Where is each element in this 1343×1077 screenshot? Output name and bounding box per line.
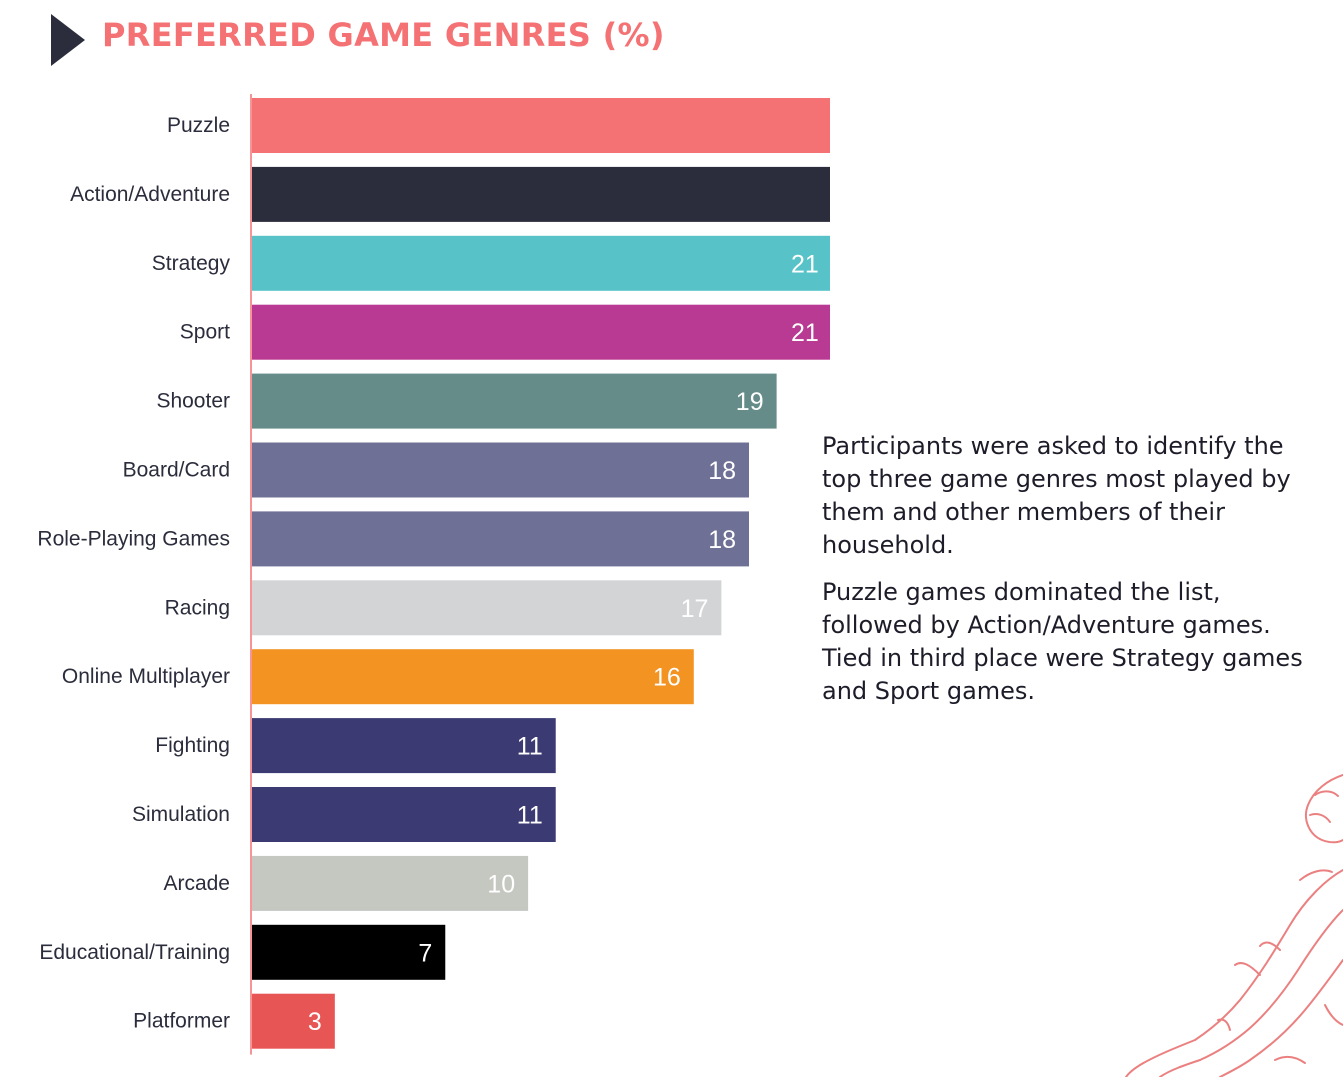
bar-2 [252,235,830,291]
value-label: 17 [681,595,709,623]
value-label: 18 [708,457,736,485]
value-label: 10 [487,870,515,898]
value-label: 11 [517,802,543,830]
category-label: Puzzle [167,114,230,137]
value-label: 11 [517,733,543,761]
category-label: Arcade [163,872,230,895]
bar-13 [252,993,335,1049]
value-label: 3 [308,1008,322,1036]
category-label: Action/Adventure [70,183,230,206]
category-label: Educational/Training [39,941,230,964]
value-label: 19 [736,388,764,416]
bar-12 [252,924,446,980]
gamer-illustration-icon [1125,774,1343,1077]
value-label: 21 [791,319,819,347]
bar-7 [252,580,722,636]
bar-chart: Puzzle36Action/Adventure32Strategy21Spor… [37,94,830,1055]
bar-5 [252,442,749,498]
title-triangle-icon [51,14,85,66]
chart-title: PREFERRED GAME GENRES (%) [102,16,665,54]
bar-1 [252,166,830,222]
description-text: Participants were asked to identify the … [822,430,1327,722]
category-label: Platformer [133,1010,230,1033]
bar-3 [252,304,830,360]
description-paragraph-1: Participants were asked to identify the … [822,432,1291,559]
bar-0 [252,98,830,153]
value-label: 7 [418,939,432,967]
category-label: Fighting [155,734,230,757]
bar-11 [252,855,529,911]
bar-10 [252,787,556,842]
description-paragraph-2: Puzzle games dominated the list, followe… [822,578,1303,705]
value-label: 21 [791,250,819,278]
category-label: Racing [165,596,230,619]
category-label: Board/Card [123,459,230,482]
category-label: Role-Playing Games [37,527,230,550]
bar-4 [252,373,777,429]
bar-6 [252,511,749,567]
bars-group: Puzzle36Action/Adventure32Strategy21Spor… [37,98,830,1049]
category-label: Sport [180,321,230,344]
value-label: 18 [708,526,736,554]
bar-9 [252,718,556,774]
value-label: 16 [653,664,681,692]
category-label: Shooter [156,390,230,413]
category-label: Strategy [152,252,231,275]
bar-8 [252,649,694,705]
category-label: Simulation [132,803,230,826]
category-label: Online Multiplayer [62,665,230,688]
